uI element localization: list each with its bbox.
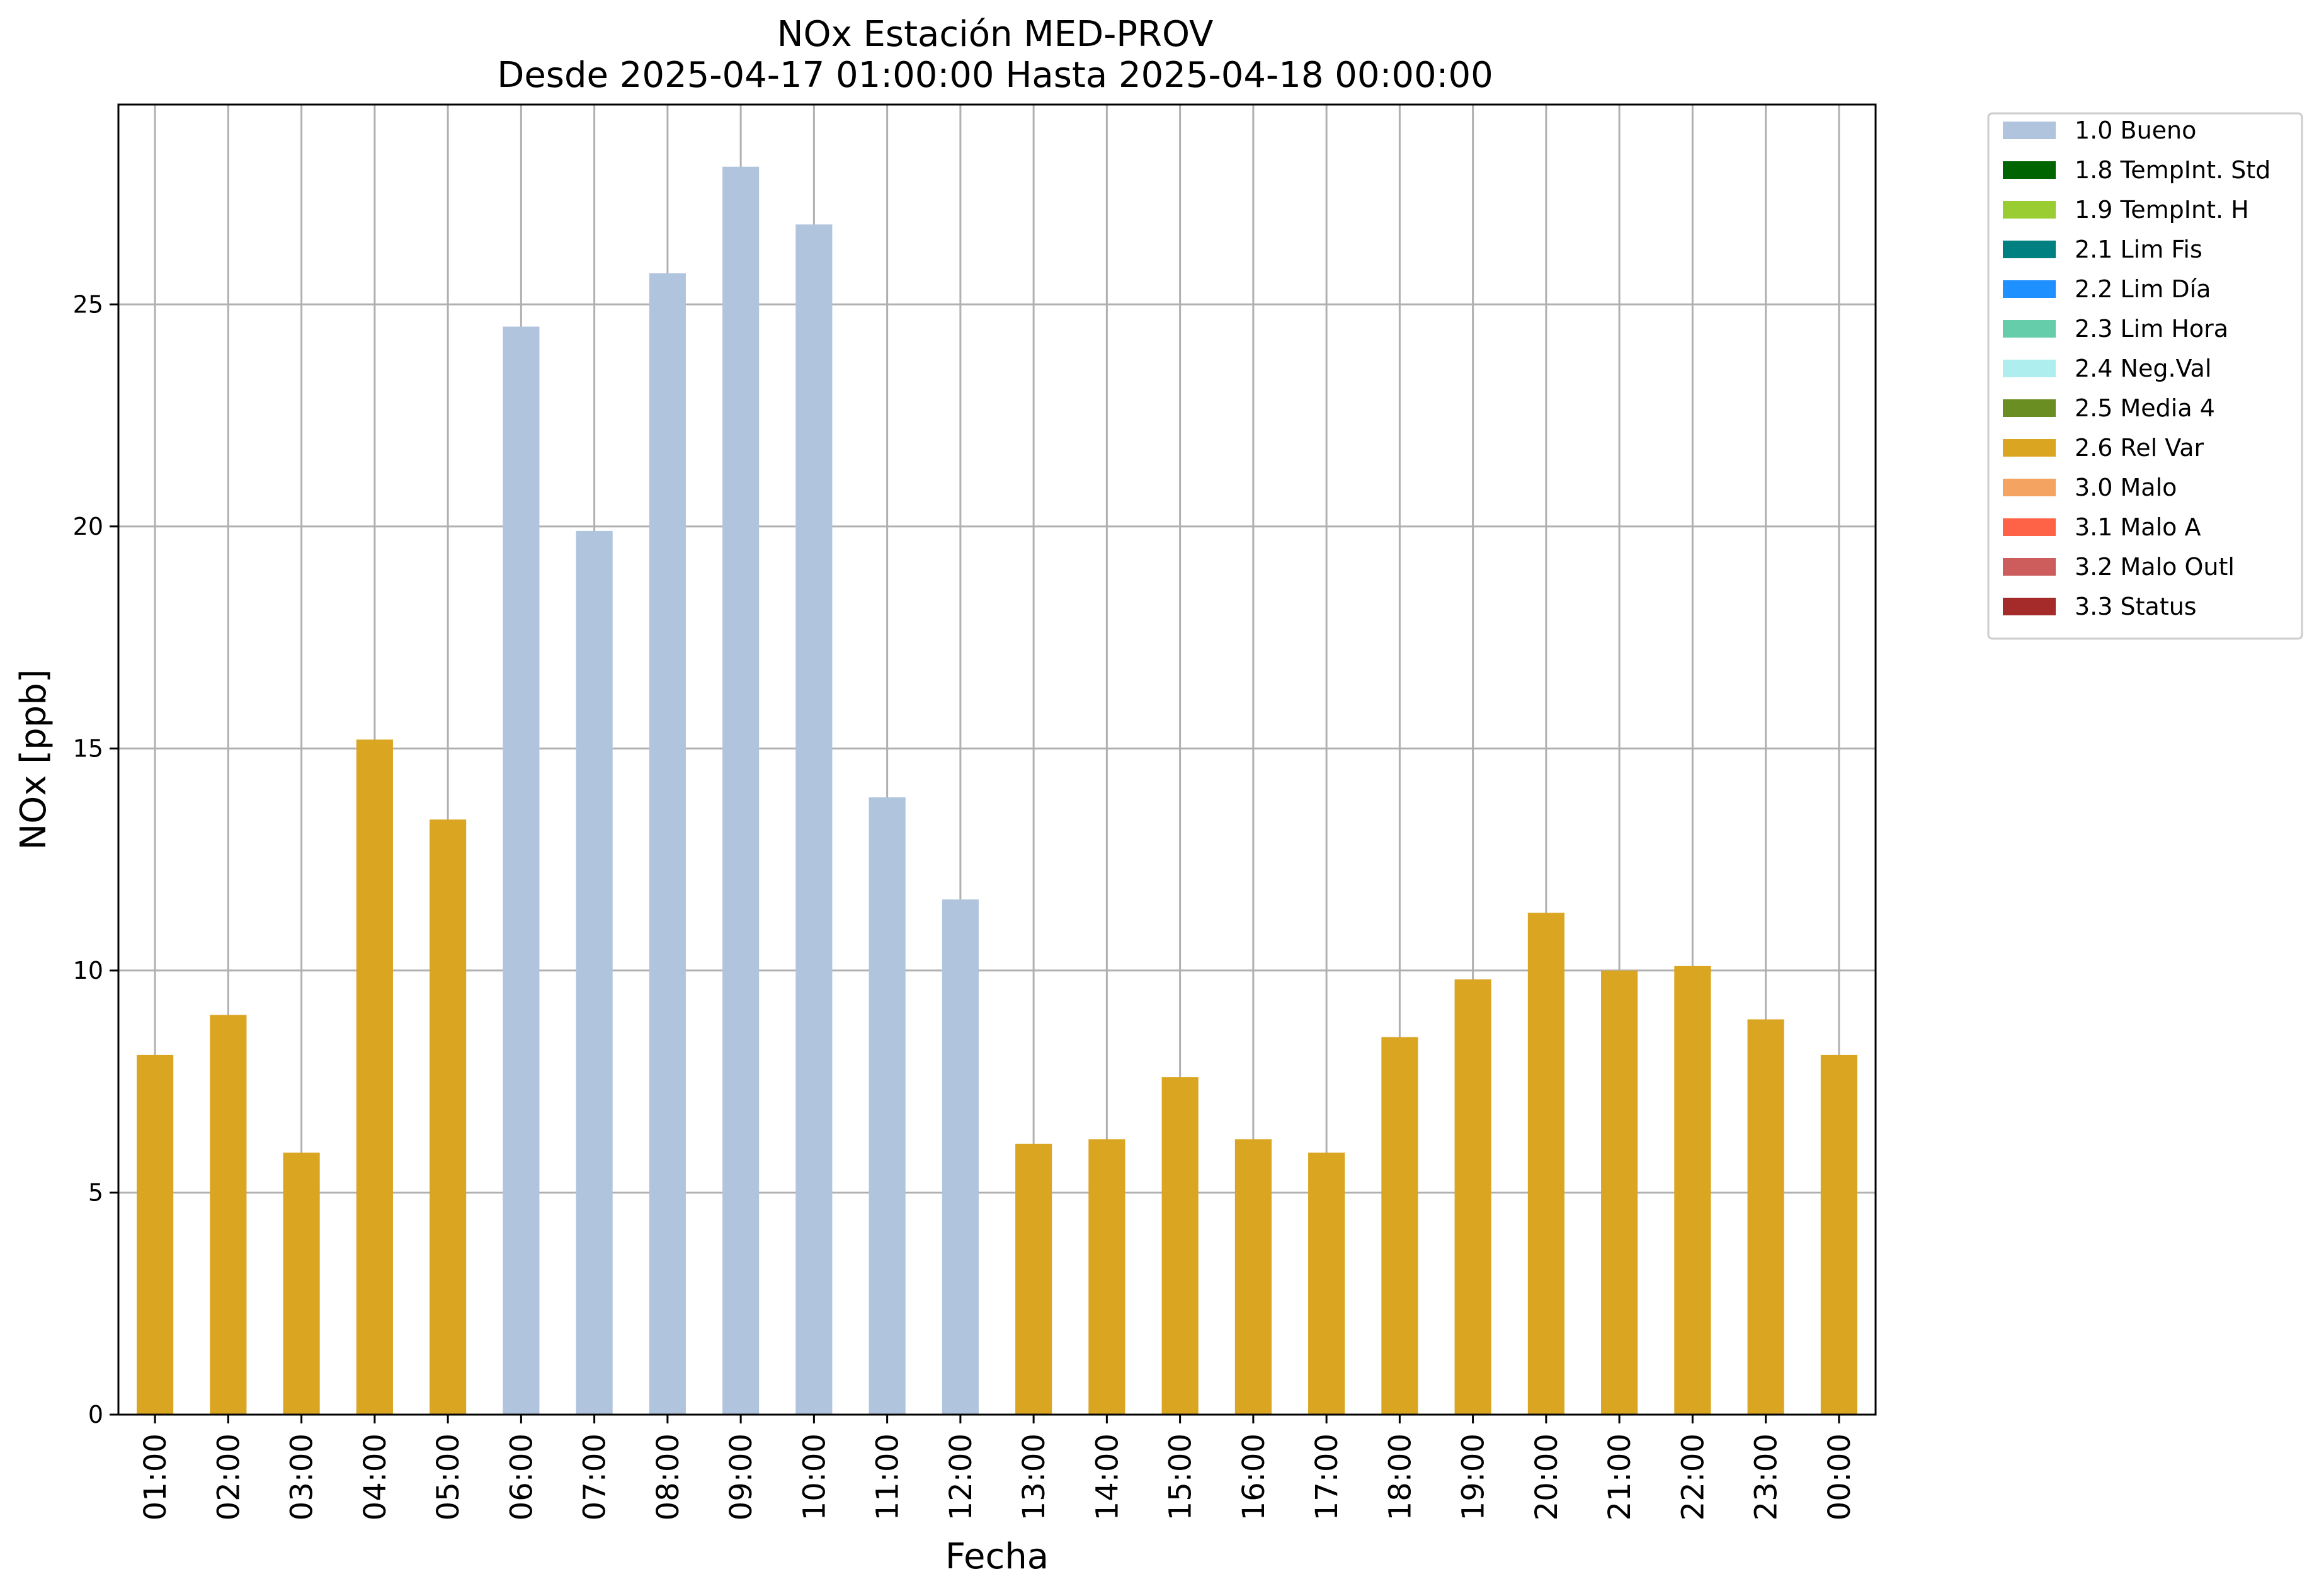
bar-1800 <box>1381 1037 1418 1415</box>
bar-2000 <box>1527 913 1564 1415</box>
y-axis-ticks: 0 5 10 15 20 25 <box>73 290 118 1428</box>
bar-2100 <box>1601 970 1638 1415</box>
bar-1900 <box>1454 979 1491 1415</box>
legend: 1.0 Bueno 1.8 TempInt. Std 1.9 TempInt. H 2… <box>1987 112 2303 640</box>
x-tick-label: 07:00 <box>578 1434 613 1520</box>
bar-0600 <box>503 326 540 1415</box>
bar-1600 <box>1234 1139 1272 1415</box>
y-tick-label: 20 <box>73 513 103 540</box>
x-tick-label: 03:00 <box>285 1434 320 1520</box>
bar-1300 <box>1015 1143 1052 1415</box>
bar-1700 <box>1308 1153 1345 1415</box>
x-tick-label: 05:00 <box>431 1434 466 1520</box>
bar-0200 <box>210 1015 247 1415</box>
x-tick-label: 09:00 <box>724 1434 759 1520</box>
legend-label: 2.6 Rel Var <box>2075 434 2204 462</box>
y-tick-label: 15 <box>73 734 103 762</box>
bar-1500 <box>1161 1077 1199 1415</box>
x-axis-ticks: 01:00 02:00 03:00 04:00 05:00 06:00 07:00 08:00… <box>138 1415 1857 1520</box>
legend-swatch <box>2003 360 2056 377</box>
bar-0800 <box>649 273 686 1415</box>
y-tick-label: 5 <box>88 1178 103 1206</box>
x-tick-label: 10:00 <box>797 1434 832 1520</box>
x-tick-label: 06:00 <box>504 1434 539 1520</box>
x-tick-label: 08:00 <box>651 1434 686 1520</box>
bar-0400 <box>356 739 393 1415</box>
x-tick-label: 13:00 <box>1017 1434 1052 1520</box>
legend-label: 2.5 Media 4 <box>2075 394 2215 422</box>
x-axis-label: Fecha <box>945 1536 1049 1577</box>
legend-label: 3.0 Malo <box>2075 474 2177 501</box>
legend-label: 2.4 Neg.Val <box>2075 355 2211 382</box>
x-tick-label: 23:00 <box>1749 1434 1784 1520</box>
legend-label: 2.2 Lim Día <box>2075 275 2211 303</box>
legend-frame <box>1987 112 2303 640</box>
bar-0500 <box>430 819 467 1415</box>
x-tick-label: 15:00 <box>1163 1434 1199 1520</box>
bar-1100 <box>869 797 906 1415</box>
y-tick-label: 0 <box>88 1401 103 1428</box>
legend-swatch <box>2003 280 2056 298</box>
legend-swatch <box>2003 161 2056 179</box>
x-tick-label: 01:00 <box>138 1434 173 1520</box>
chart-title: NOx Estación MED-PROV <box>777 14 1214 55</box>
x-tick-label: 22:00 <box>1675 1434 1711 1520</box>
legend-swatch <box>2003 201 2056 219</box>
plot-frame <box>117 103 1877 1416</box>
bar-1000 <box>795 224 833 1415</box>
legend-label: 2.3 Lim Hora <box>2075 315 2228 343</box>
x-tick-label: 12:00 <box>943 1434 979 1520</box>
bar-1200 <box>942 899 979 1415</box>
x-tick-label: 18:00 <box>1382 1434 1418 1520</box>
legend-swatch <box>2003 439 2056 457</box>
legend-swatch <box>2003 479 2056 496</box>
bars <box>137 166 1857 1415</box>
x-tick-label: 00:00 <box>1822 1434 1857 1520</box>
x-tick-label: 04:00 <box>358 1434 393 1520</box>
legend-label: 1.8 TempInt. Std <box>2075 156 2271 184</box>
x-tick-label: 21:00 <box>1602 1434 1638 1520</box>
legend-label: 3.2 Malo Outl <box>2075 553 2235 581</box>
bar-0000 <box>1820 1054 1857 1415</box>
y-tick-label: 10 <box>73 957 103 984</box>
legend-label: 3.3 Status <box>2075 593 2197 620</box>
legend-swatch <box>2003 518 2056 536</box>
legend-swatch <box>2003 241 2056 258</box>
bar-0900 <box>722 166 760 1415</box>
bar-0300 <box>283 1153 320 1415</box>
x-tick-label: 02:00 <box>211 1434 246 1520</box>
bar-2200 <box>1674 966 1711 1415</box>
x-tick-label: 14:00 <box>1090 1434 1125 1520</box>
y-axis-label: NOx [ppb] <box>13 669 54 850</box>
bar-0100 <box>137 1054 174 1415</box>
x-tick-label: 17:00 <box>1309 1434 1345 1520</box>
bar-2300 <box>1747 1019 1784 1415</box>
legend-swatch <box>2003 598 2056 615</box>
legend-label: 1.0 Bueno <box>2075 117 2196 144</box>
x-tick-label: 19:00 <box>1456 1434 1491 1520</box>
bar-0700 <box>576 530 613 1415</box>
legend-swatch <box>2003 558 2056 576</box>
legend-label: 3.1 Malo A <box>2075 513 2201 541</box>
legend-label: 2.1 Lim Fis <box>2075 236 2202 263</box>
x-tick-label: 20:00 <box>1529 1434 1564 1520</box>
y-tick-label: 25 <box>73 290 103 318</box>
chart-subtitle: Desde 2025-04-17 01:00:00 Hasta 2025-04-… <box>497 55 1493 96</box>
legend-swatch <box>2003 122 2056 139</box>
legend-label: 1.9 TempInt. H <box>2075 196 2249 224</box>
legend-swatch <box>2003 399 2056 417</box>
legend-swatch <box>2003 320 2056 338</box>
x-tick-label: 16:00 <box>1236 1434 1272 1520</box>
x-tick-label: 11:00 <box>870 1434 906 1520</box>
bar-1400 <box>1088 1139 1125 1415</box>
